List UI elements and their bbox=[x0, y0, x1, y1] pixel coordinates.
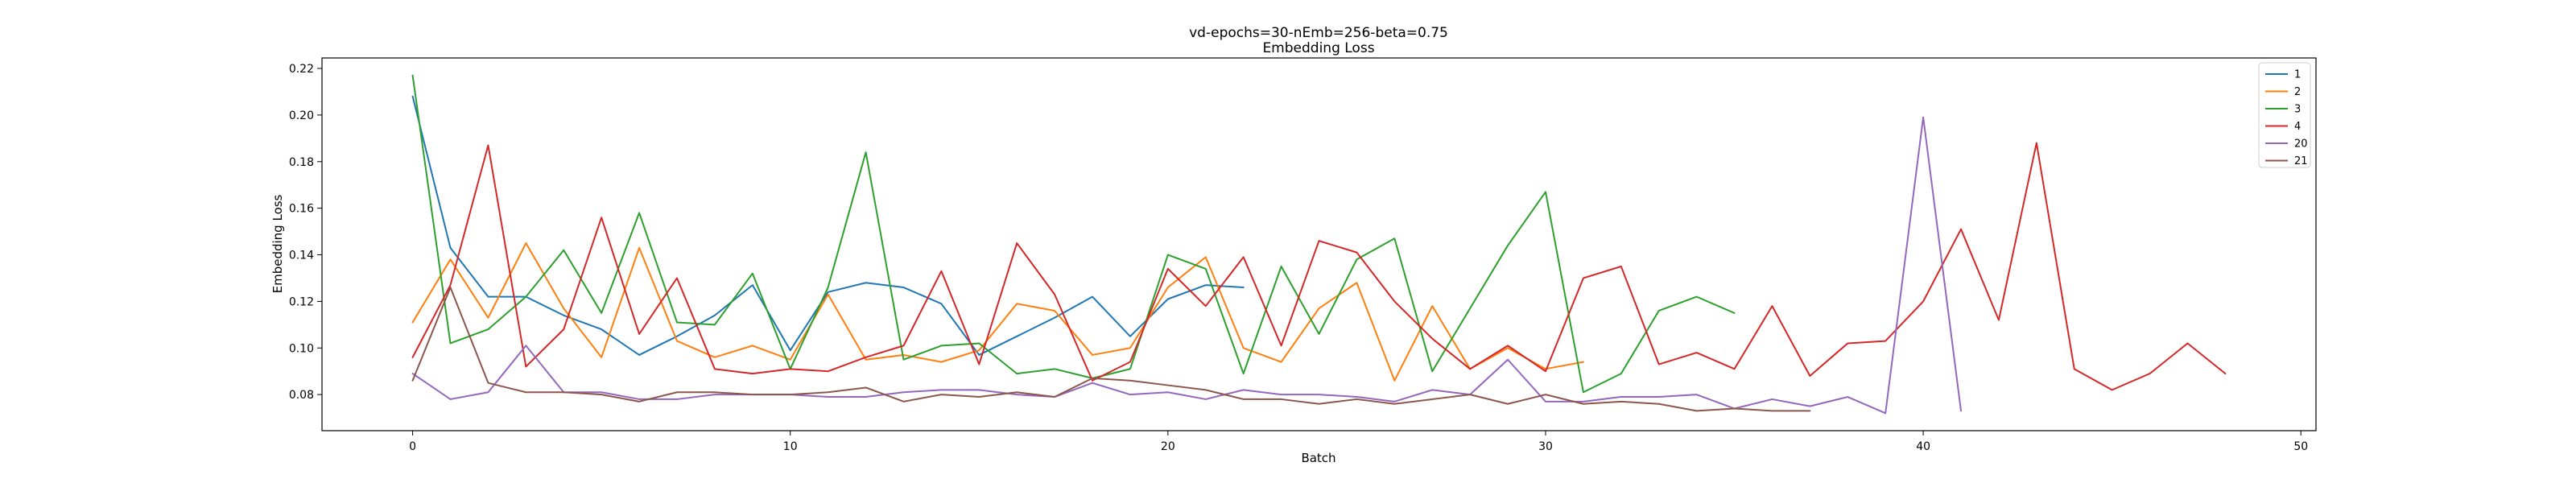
y-tick-label: 0.20 bbox=[289, 109, 314, 122]
x-tick-label: 30 bbox=[1538, 440, 1553, 453]
legend-label-3: 3 bbox=[2294, 104, 2301, 116]
axis-ticks: 0 10 20 30 40 50 0.08 0.10 0.12 0.14 0.16 0.18 0.20 0… bbox=[289, 63, 2308, 453]
series-lines bbox=[411, 74, 2227, 415]
y-tick-label: 0.10 bbox=[289, 342, 314, 355]
legend-label-4: 4 bbox=[2294, 121, 2301, 133]
x-tick-label: 20 bbox=[1161, 440, 1175, 453]
y-tick-label: 0.14 bbox=[289, 250, 314, 262]
legend-label-21: 21 bbox=[2294, 155, 2308, 167]
legend-label-1: 1 bbox=[2294, 69, 2301, 81]
legend-label-2: 2 bbox=[2294, 86, 2301, 98]
series-line-2 bbox=[411, 242, 1584, 382]
series-line-1 bbox=[411, 95, 1245, 356]
chart-subtitle: Embedding Loss bbox=[1262, 40, 1374, 56]
x-axis-label: Batch bbox=[1301, 451, 1335, 465]
x-tick-label: 0 bbox=[409, 440, 416, 453]
legend-label-20: 20 bbox=[2294, 138, 2308, 151]
chart-title: vd-epochs=30-nEmb=256-beta=0.75 bbox=[1189, 25, 1448, 41]
x-tick-label: 10 bbox=[783, 440, 798, 453]
series-line-20 bbox=[411, 116, 1963, 415]
series-line-4 bbox=[411, 142, 2227, 391]
y-tick-label: 0.22 bbox=[289, 63, 314, 76]
y-tick-label: 0.12 bbox=[289, 295, 314, 308]
series-line-3 bbox=[411, 74, 1736, 394]
x-tick-label: 40 bbox=[1916, 440, 1930, 453]
plot-area-frame bbox=[321, 57, 2317, 431]
legend-box bbox=[2258, 62, 2311, 168]
y-axis-label: Embedding Loss bbox=[270, 194, 285, 293]
x-tick-label: 50 bbox=[2293, 440, 2308, 453]
y-tick-label: 0.08 bbox=[289, 389, 314, 402]
legend: 1 2 3 4 20 21 bbox=[2258, 62, 2311, 168]
y-tick-label: 0.18 bbox=[289, 156, 314, 169]
series-line-21 bbox=[411, 287, 1811, 412]
y-tick-label: 0.16 bbox=[289, 203, 314, 216]
